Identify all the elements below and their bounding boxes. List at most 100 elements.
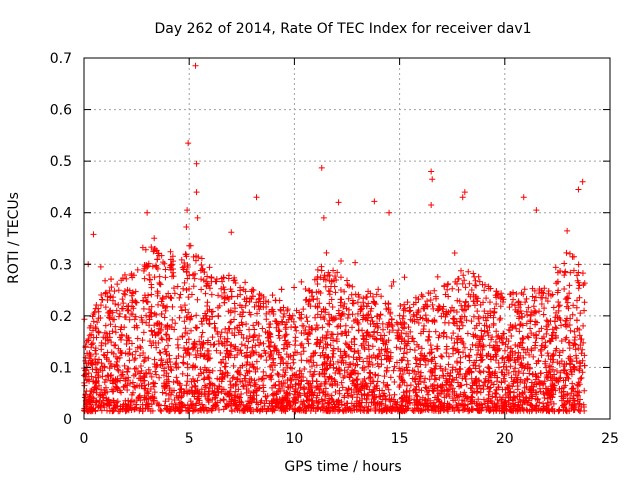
data-point <box>395 335 402 342</box>
data-point <box>367 308 374 315</box>
data-point <box>243 295 250 302</box>
data-point <box>111 288 118 295</box>
data-point <box>213 347 220 354</box>
data-point <box>129 379 136 386</box>
data-point <box>541 305 548 312</box>
data-point <box>329 397 336 404</box>
data-point <box>399 379 406 386</box>
data-point <box>141 275 148 282</box>
data-point <box>383 348 390 355</box>
data-point <box>355 327 362 334</box>
data-point <box>253 358 260 365</box>
data-point <box>206 391 213 398</box>
data-point <box>566 345 573 352</box>
data-point <box>492 357 499 364</box>
data-point <box>127 402 134 409</box>
data-point <box>332 378 339 385</box>
data-point <box>493 403 500 410</box>
data-point <box>343 332 350 339</box>
data-point <box>561 260 568 267</box>
data-point <box>567 269 574 276</box>
data-point <box>337 323 344 330</box>
data-point <box>194 396 201 403</box>
data-point <box>137 345 144 352</box>
data-point <box>353 402 360 409</box>
data-point <box>348 400 355 407</box>
data-point <box>150 383 157 390</box>
data-point <box>517 307 524 314</box>
data-point <box>574 325 581 332</box>
data-point <box>189 271 196 278</box>
data-point <box>452 278 459 285</box>
data-point <box>314 311 321 318</box>
data-point <box>298 278 305 285</box>
data-point <box>372 355 379 362</box>
data-point <box>269 366 276 373</box>
data-point <box>82 371 89 378</box>
data-point <box>267 373 274 380</box>
data-point <box>335 346 342 353</box>
data-point <box>108 371 115 378</box>
data-point <box>246 333 253 340</box>
data-point <box>407 307 414 314</box>
data-point <box>89 378 96 385</box>
data-point <box>238 391 245 398</box>
data-point <box>499 294 506 301</box>
data-point <box>481 308 488 315</box>
data-point <box>316 370 323 377</box>
data-point <box>553 345 560 352</box>
data-point <box>495 383 502 390</box>
data-point <box>182 306 189 313</box>
data-point <box>118 324 125 331</box>
data-point <box>577 342 584 349</box>
data-point <box>217 350 224 357</box>
data-point <box>468 385 475 392</box>
data-point <box>397 345 404 352</box>
data-point <box>498 379 505 386</box>
data-point <box>220 396 227 403</box>
data-point <box>214 399 221 406</box>
data-point <box>196 338 203 345</box>
data-point <box>242 279 249 286</box>
data-point <box>146 306 153 313</box>
data-point <box>506 406 513 413</box>
data-point <box>361 344 368 351</box>
data-point <box>158 298 165 305</box>
data-point <box>116 354 123 361</box>
data-point <box>311 350 318 357</box>
data-point <box>155 301 162 308</box>
data-point <box>178 307 185 314</box>
data-point <box>102 384 109 391</box>
data-point <box>477 369 484 376</box>
data-point <box>502 341 509 348</box>
data-point <box>255 376 262 383</box>
data-point <box>405 338 412 345</box>
data-point <box>206 264 213 271</box>
data-point <box>103 289 110 296</box>
data-point <box>549 381 556 388</box>
data-point <box>89 366 96 373</box>
data-point <box>171 397 178 404</box>
data-point <box>380 337 387 344</box>
data-point <box>206 285 213 292</box>
data-point <box>168 367 175 374</box>
plot-area-frame <box>83 57 611 420</box>
data-point <box>468 375 475 382</box>
data-point <box>363 294 370 301</box>
data-point <box>383 339 390 346</box>
data-point <box>540 333 547 340</box>
data-point <box>156 349 163 356</box>
data-point <box>530 353 537 360</box>
data-point <box>263 310 270 317</box>
data-point <box>336 312 343 319</box>
data-point <box>493 406 500 413</box>
data-point <box>94 319 101 326</box>
data-point <box>561 269 568 276</box>
data-point <box>394 404 401 411</box>
data-point <box>98 407 105 414</box>
data-point <box>159 294 166 301</box>
data-point <box>301 365 308 372</box>
data-point <box>417 396 424 403</box>
data-point <box>180 354 187 361</box>
data-point <box>507 327 514 334</box>
